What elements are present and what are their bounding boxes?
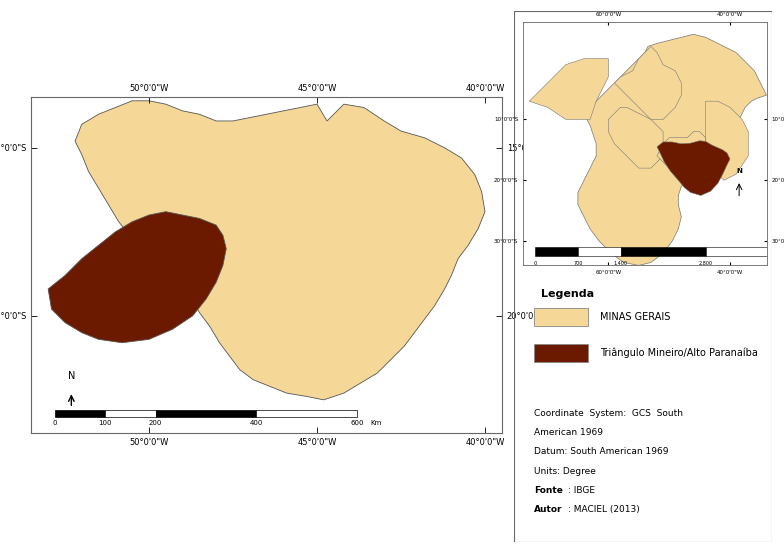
Text: 1.400: 1.400 bbox=[614, 262, 627, 267]
Text: Coordinate  System:  GCS  South: Coordinate System: GCS South bbox=[534, 409, 683, 418]
Polygon shape bbox=[578, 34, 767, 265]
Bar bbox=[620, 247, 706, 257]
Polygon shape bbox=[615, 46, 681, 119]
Text: 0: 0 bbox=[534, 262, 537, 267]
Bar bbox=[55, 410, 105, 418]
Text: Autor: Autor bbox=[534, 505, 562, 514]
Text: : IBGE: : IBGE bbox=[568, 486, 595, 495]
Text: 0: 0 bbox=[53, 420, 57, 426]
Text: Km: Km bbox=[371, 420, 382, 426]
Text: American 1969: American 1969 bbox=[534, 428, 603, 437]
Bar bbox=[534, 309, 588, 326]
Text: 200: 200 bbox=[149, 420, 162, 426]
Text: Fonte: Fonte bbox=[534, 486, 563, 495]
Polygon shape bbox=[529, 59, 608, 119]
Text: Triângulo Mineiro/Alto Paranaíba: Triângulo Mineiro/Alto Paranaíba bbox=[601, 348, 758, 358]
Polygon shape bbox=[706, 101, 748, 180]
Text: : MACIEL (2013): : MACIEL (2013) bbox=[568, 505, 640, 514]
Text: 700: 700 bbox=[573, 262, 583, 267]
Bar bbox=[578, 247, 620, 257]
Bar bbox=[535, 247, 578, 257]
Text: 400: 400 bbox=[250, 420, 263, 426]
Bar bbox=[706, 247, 784, 257]
Polygon shape bbox=[608, 107, 663, 168]
Text: 2.800: 2.800 bbox=[699, 262, 713, 267]
Bar bbox=[256, 410, 358, 418]
Bar bbox=[105, 410, 156, 418]
Polygon shape bbox=[75, 101, 485, 400]
Polygon shape bbox=[657, 132, 706, 168]
Bar bbox=[156, 410, 256, 418]
Text: Units: Degree: Units: Degree bbox=[534, 467, 596, 476]
Text: Legenda: Legenda bbox=[541, 289, 594, 299]
Polygon shape bbox=[657, 140, 730, 196]
Text: 600: 600 bbox=[350, 420, 364, 426]
Polygon shape bbox=[48, 212, 227, 343]
Text: N: N bbox=[736, 168, 742, 174]
Text: Datum: South American 1969: Datum: South American 1969 bbox=[534, 447, 668, 456]
Bar bbox=[534, 344, 588, 362]
Text: N: N bbox=[67, 372, 75, 382]
Text: 100: 100 bbox=[99, 420, 112, 426]
Text: MINAS GERAIS: MINAS GERAIS bbox=[601, 312, 671, 322]
